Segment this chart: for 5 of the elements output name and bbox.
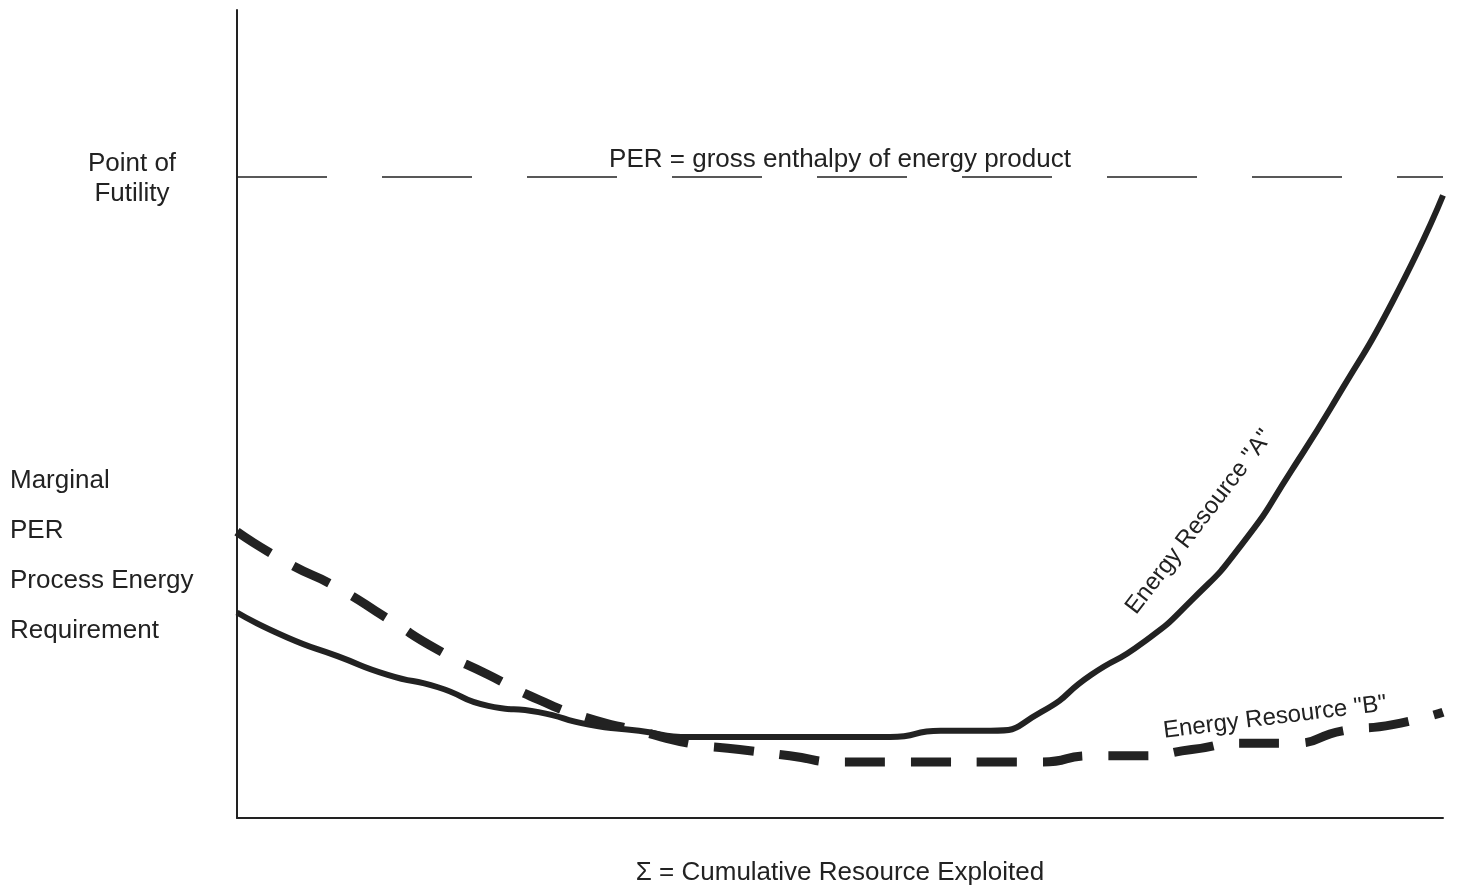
- x-axis-title: Σ = Cumulative Resource Exploited: [635, 856, 1045, 886]
- y-axis-title: Marginal PER Process Energy Requirement: [10, 464, 194, 645]
- ref-line-label: PER = gross enthalpy of energy product: [609, 142, 1072, 173]
- text: Energy Resource "B": [1161, 688, 1389, 743]
- text: Point of Futility: [87, 147, 177, 208]
